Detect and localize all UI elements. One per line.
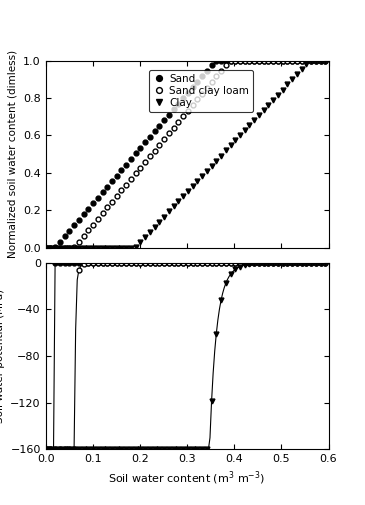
Sand clay loam [219,68,223,74]
Sand clay loam [228,58,233,64]
Clay [309,58,313,64]
Sand [214,58,219,64]
Sand [134,150,138,157]
Line: Sand: Sand [43,58,328,250]
Sand [115,173,119,179]
Sand clay loam [138,165,143,171]
X-axis label: Soil water content (m$^3$ m$^{-3}$): Soil water content (m$^3$ m$^{-3}$) [108,470,266,487]
Sand clay loam [115,193,119,199]
Sand [138,145,143,151]
Y-axis label: Normalized soil water content (dimless): Normalized soil water content (dimless) [7,50,18,258]
Sand clay loam [323,58,327,64]
Clay [323,58,327,64]
Clay [134,244,138,250]
Clay [219,153,223,159]
Y-axis label: Soil water potential (MPa): Soil water potential (MPa) [0,289,5,423]
Sand clay loam [134,170,138,176]
Clay [138,239,143,245]
Clay [124,244,128,250]
Sand [323,58,327,64]
Sand clay loam [43,244,48,250]
Sand [43,244,48,250]
Line: Sand clay loam: Sand clay loam [43,58,328,250]
Clay [115,244,119,250]
Sand [91,200,95,206]
Legend: Sand, Sand clay loam, Clay: Sand, Sand clay loam, Clay [149,70,253,112]
Line: Clay: Clay [43,58,328,250]
Sand [224,58,228,64]
Sand [124,162,128,168]
Sand clay loam [124,182,128,188]
Clay [43,244,48,250]
Clay [91,244,95,250]
Sand clay loam [91,222,95,228]
